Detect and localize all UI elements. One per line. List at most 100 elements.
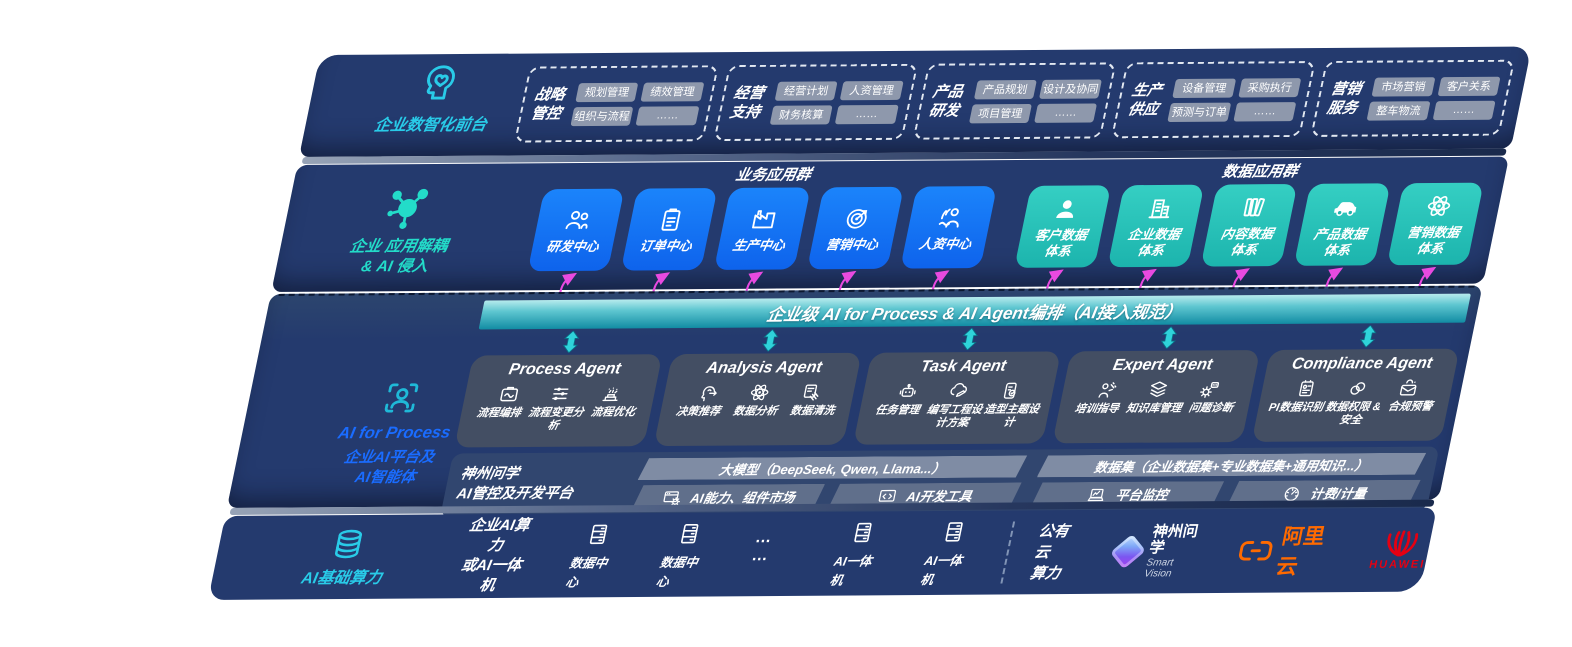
- front-pill: ……: [835, 104, 899, 124]
- front-group-rnd: 产品研发 产品规划 设计及协同 项目管理 ……: [912, 62, 1117, 140]
- front-group-name: 战略管控: [529, 85, 567, 123]
- cloud-partners: 神州问学 Smart Vision 阿里云: [1109, 520, 1435, 582]
- front-group-pills: 经营计划 人资管理 财务核算 ……: [769, 80, 904, 125]
- front-pill: ……: [1034, 103, 1098, 123]
- node-datacenter: 数据中心: [564, 521, 625, 590]
- agent-box-expert: Expert Agent 培训指导 知识库管理 问题诊断: [1052, 350, 1261, 444]
- app-box-label: 营销中心: [824, 236, 880, 252]
- capability-icons: [867, 375, 1050, 404]
- capability-labels: 培训指导 知识库管理 问题诊断: [1064, 402, 1244, 416]
- capability-label: 合规预警: [1386, 400, 1434, 414]
- molecule-icon: [382, 187, 431, 231]
- front-group-strategy: 战略管控 规划管理 绩效管理 组织与流程 ……: [514, 65, 719, 143]
- capability-label: 流程编排: [475, 407, 523, 420]
- front-group-marketing: 营销服务 市场营销 客户关系 整车物流 ……: [1310, 59, 1516, 137]
- app-box-order-center: 订单中心: [620, 188, 718, 271]
- huawei-name: HUAWEI: [1368, 558, 1427, 571]
- server-icon: [944, 521, 963, 542]
- capability-label: 知识库管理: [1125, 402, 1183, 415]
- capability-label: 数据分析: [731, 405, 779, 418]
- front-pill: 产品规划: [973, 79, 1037, 99]
- node-label: AI一体机: [828, 553, 874, 588]
- front-group-name: 经营支持: [728, 84, 766, 122]
- agent-column: Analysis Agent 决策推荐 数据分析 数据清洗: [653, 329, 867, 447]
- sliders-icon: [551, 386, 569, 401]
- capability-icons: [668, 377, 851, 406]
- agent-title: Analysis Agent: [704, 359, 824, 377]
- front-pill: ……: [1233, 101, 1297, 122]
- ai-person-frame-icon: [384, 383, 419, 413]
- ai-content-column: 企业级 AI for Process & AI Agent编排（AI接入规范） …: [439, 286, 1473, 518]
- enterprise-compute-label: 企业AI算力 或AI一体机: [459, 516, 532, 595]
- capability-label: 流程变更分析: [527, 406, 585, 432]
- decision-head-icon: [700, 386, 718, 402]
- aliyun-logo: 阿里云: [1232, 520, 1344, 581]
- app-box-label: 订单中心: [638, 237, 694, 254]
- alert-mail-icon: [1399, 379, 1418, 396]
- front-group-name: 产品研发: [927, 82, 965, 120]
- node-label: 数据中心: [654, 555, 700, 589]
- model-header: 大模型（DeepSeek, Qwen, Llama...）: [638, 455, 1028, 480]
- ai-layer-label-zh: 企业AI平台及 AI智能体: [342, 448, 437, 486]
- atom-icon: [1425, 194, 1453, 218]
- data-box-content: 内容数据 体系: [1200, 183, 1298, 267]
- data-box-enterprise: 企业数据 体系: [1107, 184, 1205, 268]
- huawei-flower-icon: [1387, 529, 1419, 556]
- training-icon: [1097, 382, 1117, 398]
- hr-person-icon: [938, 207, 963, 228]
- capability-label: 数据清洗: [789, 404, 836, 418]
- agent-box-process: Process Agent 流程编排 流程变更分析 流程优化: [454, 354, 663, 448]
- updown-arrow-icon: [562, 330, 579, 353]
- cloud-edit-icon: [948, 382, 968, 398]
- front-pill: 财务核算: [769, 104, 833, 125]
- front-pill: 设计及协同: [1039, 79, 1103, 99]
- front-pill: 绩效管理: [640, 81, 705, 102]
- app-layer-label: 企业 应用解耦 & AI 侵入: [348, 237, 450, 276]
- updown-arrow-icon: [1160, 326, 1177, 349]
- data-box-label: 客户数据 体系: [1033, 227, 1089, 259]
- agent-title: Task Agent: [919, 357, 1008, 376]
- dataset-header: 数据集（企业数据集+专业数据集+通用知识...）: [1037, 453, 1427, 478]
- app-box-rnd-center: 研发中心: [527, 188, 625, 272]
- capability-label: 培训指导: [1073, 402, 1121, 416]
- diagram-panel: 企业数智化前台 战略管控 规划管理 绩效管理 组织与流程 …… 经营支持 经营计…: [207, 46, 1532, 600]
- agent-column: Compliance Agent PI数据识别 数据权限 & 安全 合规预警: [1251, 325, 1464, 442]
- capability-label: 数据权限 & 安全: [1324, 401, 1382, 426]
- front-group-pills: 规划管理 绩效管理 组织与流程 ……: [570, 81, 705, 126]
- database-icon: [334, 529, 364, 558]
- capability-icons: [1266, 373, 1449, 402]
- customer-icon: [1056, 200, 1077, 218]
- permission-rings-icon: [1349, 382, 1366, 395]
- node-label: AI一体机: [919, 553, 964, 587]
- nodes-ellipsis: … …: [750, 529, 776, 565]
- front-office-rail: 企业数智化前台: [343, 60, 529, 136]
- capability-labels: PI数据识别 数据权限 & 安全 合规预警: [1261, 401, 1443, 428]
- compute-nodes: 数据中心 数据中心 … … AI一体机 AI一体机: [564, 518, 979, 590]
- front-office-label: 企业数智化前台: [372, 116, 489, 135]
- infra-rail: AI基础算力: [276, 526, 415, 588]
- agent-title: Compliance Agent: [1290, 354, 1434, 373]
- car-icon: [1332, 201, 1359, 216]
- agent-column: Process Agent 流程编排 流程变更分析 流程优化: [454, 330, 667, 448]
- capability-label: 编写工程设计方案: [925, 403, 984, 429]
- content-files-icon: [1243, 197, 1266, 217]
- smartvision-name: 神州问学: [1147, 522, 1200, 557]
- capability-label: 决策推荐: [674, 405, 722, 418]
- dashed-divider: [1000, 521, 1015, 584]
- front-pill: 组织与流程: [570, 106, 634, 126]
- ai-orchestration-banner: 企业级 AI for Process & AI Agent编排（AI接入规范）: [478, 293, 1471, 330]
- layer-applications: 企业 应用解耦 & AI 侵入 业务应用群 研发中心: [271, 156, 1510, 313]
- capability-labels: 决策推荐 数据分析 数据清洗: [665, 405, 845, 419]
- app-box-label: 研发中心: [545, 238, 601, 254]
- agents-row: Process Agent 流程编排 流程变更分析 流程优化: [454, 325, 1464, 448]
- front-pill: 整车物流: [1366, 100, 1431, 121]
- id-card-icon: [1298, 380, 1314, 397]
- capability-label: 任务管理: [874, 404, 921, 417]
- theme-design-icon: [1002, 382, 1018, 399]
- capability-label: 流程优化: [589, 406, 637, 419]
- data-box-label: 产品数据 体系: [1312, 226, 1368, 258]
- agent-title: Expert Agent: [1111, 356, 1215, 375]
- agent-box-compliance: Compliance Agent PI数据识别 数据权限 & 安全 合规预警: [1251, 348, 1460, 442]
- front-pill: 项目管理: [968, 103, 1033, 123]
- front-pill: 人资管理: [839, 80, 904, 100]
